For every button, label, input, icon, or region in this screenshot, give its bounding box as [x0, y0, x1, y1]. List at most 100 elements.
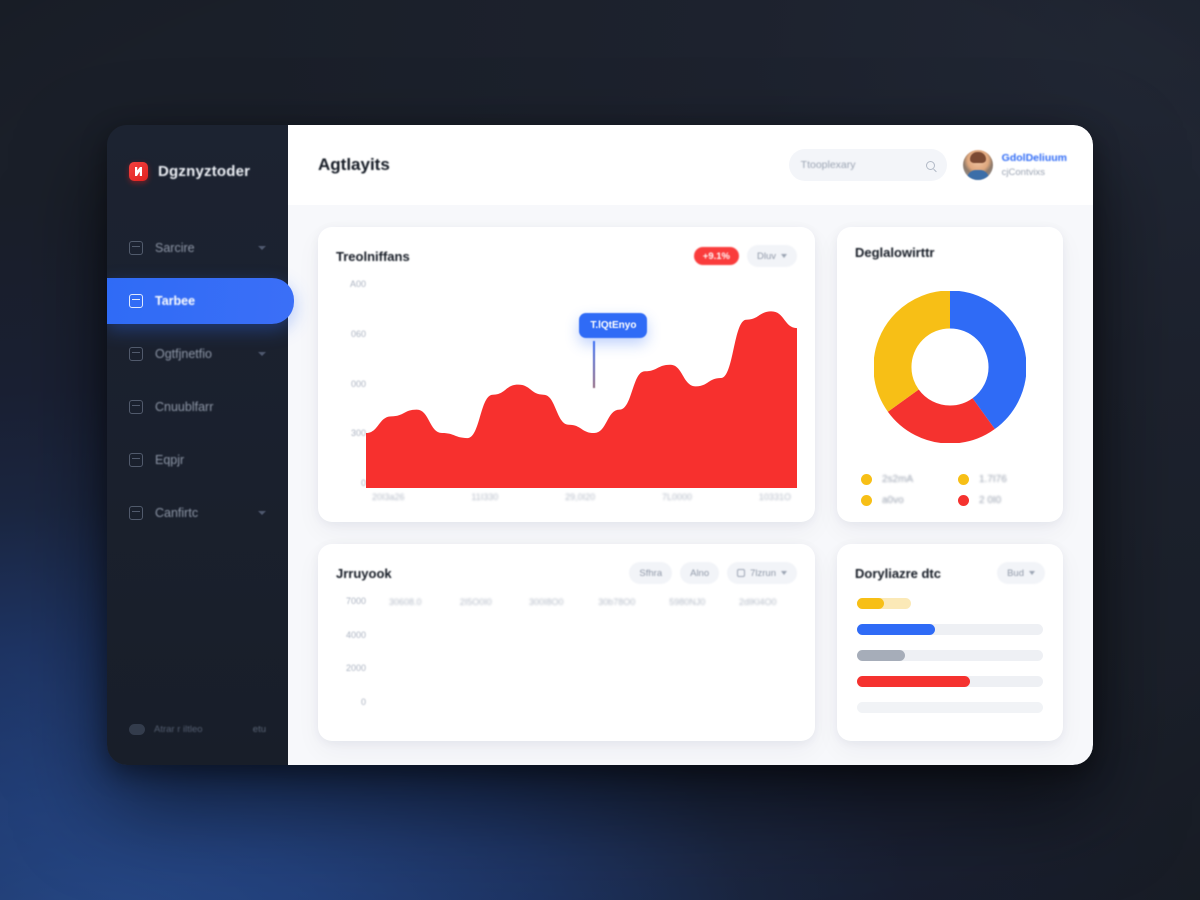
tab-alno[interactable]: Alno [680, 562, 720, 584]
user-meta: GdolDeliuum cjContvixs [1002, 152, 1067, 178]
sidebar-item-label: Cnuublfarr [155, 400, 214, 414]
user-role: cjContvixs [1001, 167, 1045, 178]
legend-label: 1.7I76 [979, 474, 1007, 485]
legend-item[interactable]: a0vo [861, 495, 944, 506]
sidebar-item-label: Sarcire [155, 241, 195, 255]
bar-column[interactable]: 2I5O0I0 [456, 590, 496, 607]
legend-dot-icon [861, 474, 872, 485]
card-title: Jrruyook [336, 565, 392, 581]
x-tick: 20I3a26 [372, 492, 405, 502]
x-tick: 10331O [758, 492, 791, 502]
page-title: Agtlayits [318, 155, 390, 174]
sidebar-footer[interactable]: Atrar r iltleo etu [107, 724, 288, 735]
card-header: Deglalowirttr [855, 245, 1045, 260]
brand-logo[interactable]: Dgznyztoder [107, 151, 288, 191]
breakdown-dropdown[interactable]: Bud [997, 562, 1045, 584]
sidebar-footer-action[interactable]: etu [252, 724, 266, 735]
bar-column[interactable]: 5980NJ0 [667, 590, 707, 607]
donut-series [874, 291, 1026, 443]
progress-fill [857, 676, 971, 687]
bar-column[interactable]: 300I8O0 [526, 590, 566, 607]
bar-column[interactable]: 30608.0 [385, 590, 425, 607]
search-input[interactable]: Ttooplexary [788, 149, 947, 181]
progress-row[interactable] [857, 624, 1043, 635]
card-header: Jrruyook Sfhra Alno 7lzrun [336, 562, 797, 584]
logo-mark-icon [129, 161, 148, 181]
y-tick: 0 [360, 478, 366, 488]
user-menu[interactable]: GdolDeliuum cjContvixs [962, 150, 1067, 180]
sidebar-item-tarbee[interactable]: Tarbee [107, 278, 294, 324]
y-tick: 2000 [345, 663, 366, 674]
brand-name: Dgznyztoder [158, 162, 251, 180]
legend-label: a0vo [882, 495, 904, 506]
calendar-icon [737, 569, 746, 577]
range-dropdown[interactable]: Dluv [746, 245, 797, 267]
card-title: Doryliazre dtc [855, 565, 941, 581]
y-axis: A00 060 000 300 0 [336, 273, 366, 508]
tab-sfhra[interactable]: Sfhra [629, 562, 673, 584]
sidebar-nav: Sarcire Tarbee Ogtfjnetfio Cnuublfarr Eq… [107, 231, 294, 530]
legend-dot-icon [958, 474, 969, 485]
y-tick: 7000 [345, 596, 366, 606]
progress-fill [857, 598, 884, 609]
area-plot: T.lQtEnyo 20I3a26 11I330 29,0I20 7L0000 … [366, 273, 797, 508]
card-distribution: Deglalowirttr 2s2mA [837, 227, 1063, 522]
chevron-down-icon [1029, 571, 1035, 575]
legend-item[interactable]: 1.7I76 [958, 474, 1041, 485]
bar-label: 30608.0 [388, 597, 422, 607]
chart-icon [129, 506, 143, 520]
progress-list [855, 590, 1045, 727]
bar-series: 30608.0 2I5O0I0 300I8O0 30b78O0 5980NJ0 2dIKl… [366, 590, 797, 607]
bar-label: 300I8O0 [528, 597, 564, 607]
sidebar-item-label: Eqpjr [155, 453, 185, 467]
topbar: Agtlayits Ttooplexary GdolDeliuum cjCont… [288, 125, 1093, 205]
x-tick: 11I330 [471, 492, 499, 502]
bar-plot: 30608.0 2I5O0I0 300I8O0 30b78O0 5980NJ0 2dIKl… [366, 590, 797, 727]
card-revenue: Jrruyook Sfhra Alno 7lzrun 7000 4000 200… [318, 544, 815, 741]
search-placeholder: Ttooplexary [800, 159, 856, 171]
user-name: GdolDeliuum [1001, 152, 1067, 164]
tooltip-stem [592, 341, 595, 389]
list-icon [129, 347, 143, 361]
progress-row[interactable] [857, 650, 1043, 661]
sidebar-item-ogtfjnetfio[interactable]: Ogtfjnetfio [107, 337, 288, 371]
legend-item[interactable]: 2 0I0 [958, 495, 1041, 506]
status-badge: +9.1% [693, 247, 739, 265]
sidebar-item-canfirtc[interactable]: Canfirtc [107, 496, 288, 530]
bar-column[interactable]: 2dIKl4O0 [738, 590, 778, 607]
chevron-down-icon [258, 246, 266, 250]
x-tick: 7L0000 [662, 492, 693, 502]
y-tick: 000 [350, 378, 366, 389]
y-tick: 0 [360, 696, 366, 707]
bar-column[interactable]: 30b78O0 [597, 590, 637, 607]
donut-legend: 2s2mA 1.7I76 a0vo 2 0I0 [855, 468, 1045, 508]
sidebar-item-label: Ogtfjnetfio [155, 347, 212, 361]
legend-item[interactable]: 2s2mA [861, 474, 944, 485]
area-chart: A00 060 000 300 0 T.lQtEnyo 20I3a26 [336, 273, 797, 508]
chevron-down-icon [781, 254, 787, 258]
card-header: Doryliazre dtc Bud [855, 562, 1045, 584]
sidebar-item-sarcire[interactable]: Sarcire [107, 231, 288, 265]
x-axis: 20I3a26 11I330 29,0I20 7L0000 10331O [366, 488, 797, 508]
book-icon [129, 400, 143, 414]
chevron-down-icon [781, 571, 787, 575]
progress-fill [857, 624, 936, 635]
area-series [366, 311, 797, 488]
x-tick: 29,0I20 [565, 492, 596, 502]
sidebar-item-label: Canfirtc [155, 506, 199, 520]
card-title: Deglalowirttr [855, 245, 935, 260]
y-tick: 060 [350, 328, 366, 339]
user-avatar-icon [129, 724, 145, 735]
progress-row[interactable] [857, 598, 911, 609]
progress-fill [857, 650, 906, 661]
card-title: Treolniffans [336, 248, 410, 264]
sidebar-item-eqpjr[interactable]: Eqpjr [107, 443, 288, 477]
progress-row[interactable] [857, 676, 1043, 687]
dashboard-grid: Treolniffans +9.1% Dluv A00 060 000 300 … [288, 205, 1093, 765]
bar-chart: 7000 4000 2000 0 30608.0 2I5O0I0 300I8O0 30… [336, 590, 797, 727]
avatar [962, 150, 993, 180]
period-dropdown[interactable]: 7lzrun [727, 562, 797, 584]
sidebar-item-cnuublfarr[interactable]: Cnuublfarr [107, 390, 288, 424]
progress-row[interactable] [857, 702, 1043, 713]
dashboard-icon [129, 241, 143, 255]
